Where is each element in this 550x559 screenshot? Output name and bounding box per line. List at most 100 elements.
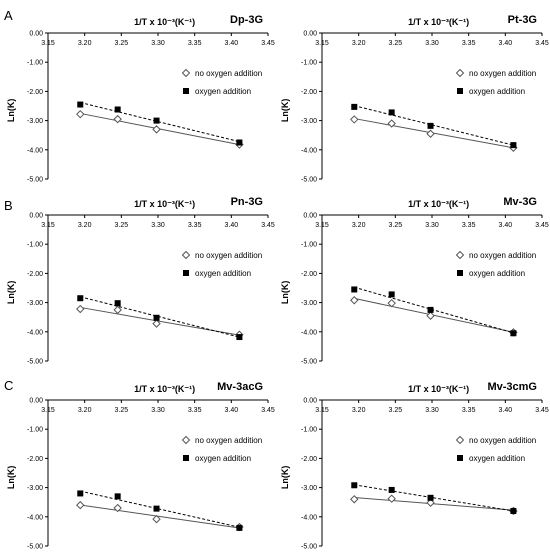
x-tick-label: 3.45 (535, 40, 549, 47)
chart-panel-5: 3.15 3.20 3.25 3.30 3.35 3.40 3.45 0.00 -1.00 -2.… (6, 381, 275, 551)
y-tick-label: -5.00 (27, 177, 43, 184)
panel-label-a: A (4, 8, 13, 23)
x-tick-label: 3.25 (389, 222, 403, 229)
y-tick-label: -4.00 (27, 329, 43, 336)
trend-line-oxygen-addition (354, 484, 514, 512)
data-point-oxygen-addition (114, 493, 121, 500)
x-tick-label: 3.35 (188, 407, 202, 414)
y-axis-label: Ln(K) (280, 466, 290, 490)
x-tick-label: 3.40 (499, 407, 513, 414)
data-point-no-oxygen-addition (152, 514, 161, 524)
data-point-oxygen-addition (77, 490, 84, 497)
y-tick-label: 0.00 (303, 31, 317, 38)
legend-marker-no-oxygen-addition (455, 68, 465, 78)
x-tick-label: 3.30 (151, 40, 165, 47)
y-tick-label: -5.00 (301, 359, 317, 366)
y-tick-label: -2.00 (27, 89, 43, 96)
trend-line-no-oxygen-addition (354, 497, 514, 511)
chart-title: Pt-3G (508, 14, 537, 26)
chart-title: Dp-3G (230, 14, 263, 26)
legend-marker-no-oxygen-addition (181, 68, 191, 78)
x-tick-label: 3.30 (425, 407, 439, 414)
legend-marker-oxygen-addition (457, 270, 463, 276)
chart-title: Pn-3G (231, 196, 263, 208)
x-axis-label: 1/T x 10⁻³(K⁻¹) (408, 384, 469, 394)
x-tick-label: 3.25 (115, 222, 129, 229)
y-tick-label: -2.00 (301, 456, 317, 463)
y-tick-label: -4.00 (27, 147, 43, 154)
data-point-no-oxygen-addition (426, 498, 435, 507)
legend-marker-oxygen-addition (183, 270, 189, 276)
y-tick-label: -3.00 (301, 485, 317, 492)
y-tick-label: -3.00 (27, 118, 43, 125)
x-tick-label: 3.35 (188, 40, 202, 47)
y-tick-label: 0.00 (303, 398, 317, 405)
chart-panel-1: 3.15 3.20 3.25 3.30 3.35 3.40 3.45 0.00 -1.00 -2.… (6, 14, 275, 184)
data-point-oxygen-addition (510, 507, 517, 514)
data-point-oxygen-addition (236, 524, 243, 531)
y-tick-label: -1.00 (301, 242, 317, 249)
data-point-no-oxygen-addition (152, 125, 161, 134)
x-tick-label: 3.25 (389, 407, 403, 414)
data-point-no-oxygen-addition (113, 114, 122, 124)
data-point-oxygen-addition (114, 300, 121, 307)
chart-panel-4: 3.15 3.20 3.25 3.30 3.35 3.40 3.45 0.00 -1.00 -2.… (280, 196, 549, 366)
y-tick-label: -2.00 (301, 89, 317, 96)
y-tick-label: -1.00 (27, 242, 43, 249)
x-tick-label: 3.30 (425, 222, 439, 229)
data-point-oxygen-addition (510, 330, 517, 337)
legend-marker-oxygen-addition (457, 88, 463, 94)
trend-line-oxygen-addition (80, 490, 240, 528)
data-point-no-oxygen-addition (113, 305, 122, 315)
x-tick-label: 3.45 (261, 40, 275, 47)
y-tick-label: -5.00 (301, 544, 317, 551)
legend-label: oxygen addition (195, 87, 251, 96)
legend-label: oxygen addition (469, 269, 525, 278)
x-axis-label: 1/T x 10⁻³(K⁻¹) (134, 199, 195, 209)
panel-label-c: C (4, 378, 13, 393)
data-point-no-oxygen-addition (76, 109, 85, 119)
legend-label: no oxygen addition (195, 251, 262, 260)
x-tick-label: 3.35 (462, 407, 476, 414)
data-point-oxygen-addition (351, 482, 358, 489)
x-tick-label: 3.45 (535, 222, 549, 229)
y-tick-label: 0.00 (29, 31, 43, 38)
legend-label: no oxygen addition (195, 69, 262, 78)
data-point-no-oxygen-addition (387, 494, 396, 503)
legend-label: oxygen addition (195, 269, 251, 278)
x-tick-label: 3.15 (315, 222, 329, 229)
x-tick-label: 3.35 (462, 40, 476, 47)
legend-marker-no-oxygen-addition (181, 250, 191, 260)
x-tick-label: 3.25 (115, 407, 129, 414)
x-tick-label: 3.35 (188, 222, 202, 229)
y-axis-label: Ln(K) (6, 466, 16, 490)
legend-label: no oxygen addition (469, 436, 536, 445)
trend-line-oxygen-addition (354, 105, 514, 146)
data-point-oxygen-addition (351, 286, 358, 293)
legend-marker-no-oxygen-addition (455, 250, 465, 260)
x-tick-label: 3.30 (151, 222, 165, 229)
y-tick-label: -1.00 (27, 60, 43, 67)
trend-line-oxygen-addition (80, 102, 240, 143)
x-tick-label: 3.15 (315, 40, 329, 47)
x-tick-label: 3.40 (225, 407, 239, 414)
data-point-no-oxygen-addition (426, 129, 435, 138)
y-tick-label: -4.00 (301, 329, 317, 336)
chart-title: Mv-3G (503, 196, 537, 208)
x-tick-label: 3.25 (389, 40, 403, 47)
legend-marker-oxygen-addition (183, 88, 189, 94)
data-point-oxygen-addition (427, 306, 434, 313)
y-tick-label: -2.00 (27, 271, 43, 278)
x-tick-label: 3.35 (462, 222, 476, 229)
trend-line-oxygen-addition (80, 296, 240, 338)
data-point-no-oxygen-addition (387, 298, 396, 308)
y-tick-label: -4.00 (301, 147, 317, 154)
legend-marker-oxygen-addition (183, 455, 189, 461)
legend-label: oxygen addition (195, 454, 251, 463)
y-tick-label: -1.00 (301, 60, 317, 67)
x-tick-label: 3.15 (315, 407, 329, 414)
data-point-oxygen-addition (153, 505, 160, 512)
data-point-no-oxygen-addition (350, 115, 359, 124)
x-tick-label: 3.15 (41, 40, 55, 47)
